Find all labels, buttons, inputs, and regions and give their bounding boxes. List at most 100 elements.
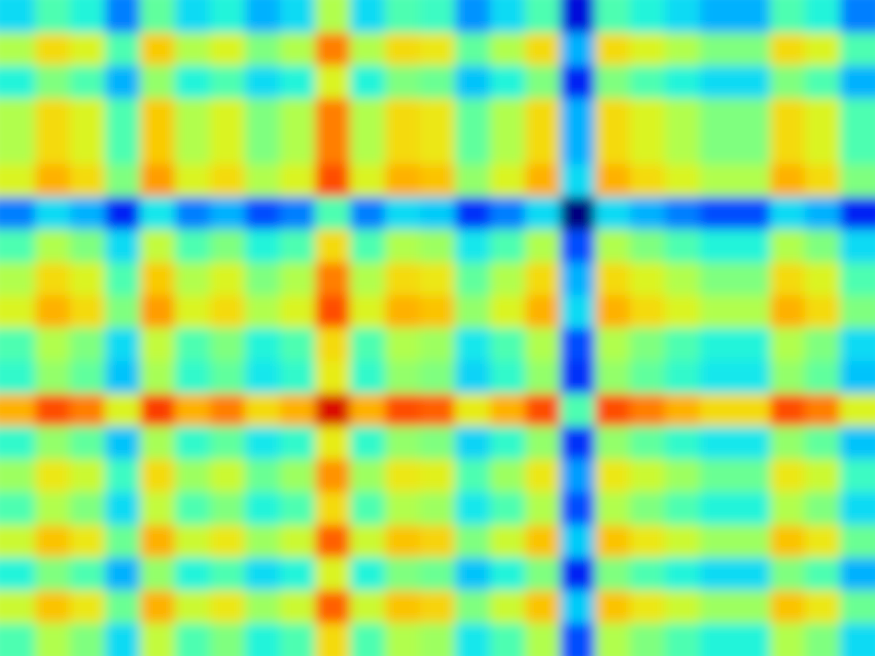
heat-cell [280, 459, 316, 493]
heat-cell [630, 394, 666, 428]
heat-cell [560, 361, 596, 395]
heat-cell [175, 623, 211, 656]
heat-cell [770, 492, 806, 526]
heat-cell [280, 328, 316, 362]
heat-cell [315, 394, 351, 428]
heat-cell [175, 164, 211, 198]
heat-cell [140, 361, 176, 395]
heat-cell [175, 295, 211, 329]
heat-cell [805, 623, 841, 656]
heat-cell [490, 230, 526, 264]
heat-cell [350, 492, 386, 526]
heat-cell [630, 459, 666, 493]
heat-cell [350, 262, 386, 296]
heat-cell [455, 98, 491, 132]
heat-cell [105, 131, 141, 165]
heat-cell [665, 197, 701, 231]
heat-cell [455, 164, 491, 198]
heat-cell [595, 230, 631, 264]
heat-cell [455, 230, 491, 264]
heat-cell [210, 525, 246, 559]
heat-cell [420, 262, 456, 296]
heat-cell [280, 98, 316, 132]
heat-cell [420, 558, 456, 592]
heat-cell [385, 361, 421, 395]
heat-cell [840, 426, 875, 460]
heat-cell [770, 262, 806, 296]
heat-cell [630, 0, 666, 34]
heat-cell [735, 492, 771, 526]
heat-cell [490, 0, 526, 34]
heat-cell [805, 98, 841, 132]
heat-cell [700, 525, 736, 559]
heat-cell [735, 525, 771, 559]
heat-cell [245, 361, 281, 395]
heat-cell [245, 230, 281, 264]
heat-cell [175, 66, 211, 100]
heat-cell [840, 33, 875, 67]
heat-cell [385, 459, 421, 493]
heat-cell [35, 590, 71, 624]
heat-cell [315, 98, 351, 132]
heat-cell [70, 492, 106, 526]
heat-cell [210, 131, 246, 165]
heat-cell [805, 492, 841, 526]
heat-cell [770, 33, 806, 67]
heat-cell [805, 558, 841, 592]
heat-cell [770, 66, 806, 100]
heat-cell [0, 131, 36, 165]
heat-cell [175, 590, 211, 624]
heat-cell [595, 361, 631, 395]
heat-cell [175, 394, 211, 428]
heat-cell [175, 262, 211, 296]
heat-cell [840, 262, 875, 296]
heat-cell [455, 262, 491, 296]
heat-cell [700, 262, 736, 296]
heat-cell [840, 394, 875, 428]
heat-cell [350, 426, 386, 460]
heat-cell [455, 0, 491, 34]
heat-cell [455, 66, 491, 100]
heat-cell [490, 33, 526, 67]
heat-cell [280, 295, 316, 329]
heat-cell [665, 328, 701, 362]
heat-cell [735, 623, 771, 656]
heat-cell [315, 492, 351, 526]
heat-cell [840, 558, 875, 592]
heat-cell [280, 558, 316, 592]
heat-cell [840, 295, 875, 329]
heat-cell [735, 459, 771, 493]
heat-cell [315, 361, 351, 395]
heat-cell [35, 262, 71, 296]
heat-cell [0, 295, 36, 329]
heat-cell [245, 623, 281, 656]
heat-cell [490, 426, 526, 460]
heat-cell [770, 590, 806, 624]
heat-cell [665, 131, 701, 165]
heat-cell [595, 328, 631, 362]
heat-cell [805, 426, 841, 460]
heat-cell [140, 262, 176, 296]
heat-cell [70, 558, 106, 592]
heat-cell [595, 394, 631, 428]
heat-cell [140, 328, 176, 362]
heat-cell [105, 262, 141, 296]
heat-cell [140, 492, 176, 526]
heat-cell [385, 262, 421, 296]
heat-cell [245, 558, 281, 592]
heat-cell [805, 131, 841, 165]
heat-cell [805, 394, 841, 428]
heat-cell [525, 590, 561, 624]
heat-cell [700, 230, 736, 264]
heat-cell [175, 0, 211, 34]
heat-cell [805, 230, 841, 264]
heat-cell [0, 492, 36, 526]
heat-cell [315, 295, 351, 329]
heat-cell [385, 98, 421, 132]
heat-cell [560, 426, 596, 460]
heat-cell [280, 525, 316, 559]
heat-cell [595, 426, 631, 460]
heat-cell [525, 0, 561, 34]
heat-cell [35, 197, 71, 231]
heat-cell [805, 459, 841, 493]
